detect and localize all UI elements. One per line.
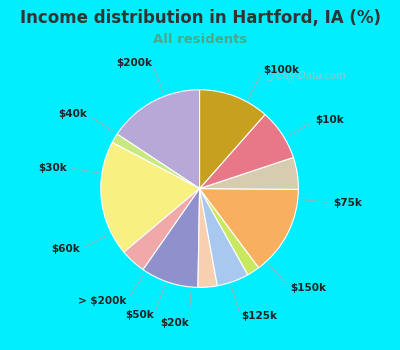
Text: All residents: All residents (153, 33, 247, 46)
Text: $60k: $60k (51, 244, 80, 254)
Text: $30k: $30k (38, 163, 67, 173)
Wedge shape (200, 189, 298, 268)
Text: $10k: $10k (315, 115, 344, 125)
Text: ⓘ City-Data.com: ⓘ City-Data.com (266, 71, 345, 82)
Text: Income distribution in Hartford, IA (%): Income distribution in Hartford, IA (%) (20, 9, 380, 27)
Text: $20k: $20k (160, 317, 188, 328)
Text: $125k: $125k (241, 312, 277, 321)
Wedge shape (200, 90, 265, 189)
Wedge shape (143, 189, 200, 287)
Text: $40k: $40k (58, 110, 88, 119)
Wedge shape (198, 189, 217, 287)
Wedge shape (117, 90, 200, 189)
Wedge shape (112, 134, 200, 189)
Text: $150k: $150k (290, 283, 326, 293)
Text: $50k: $50k (125, 310, 154, 320)
Wedge shape (124, 189, 200, 270)
Text: > $200k: > $200k (78, 296, 126, 306)
Text: $75k: $75k (333, 198, 362, 208)
Text: $100k: $100k (263, 65, 299, 75)
Wedge shape (200, 189, 248, 286)
Wedge shape (101, 142, 200, 252)
Wedge shape (200, 158, 298, 189)
Wedge shape (200, 114, 293, 189)
Wedge shape (200, 189, 259, 275)
Text: $200k: $200k (116, 58, 152, 68)
